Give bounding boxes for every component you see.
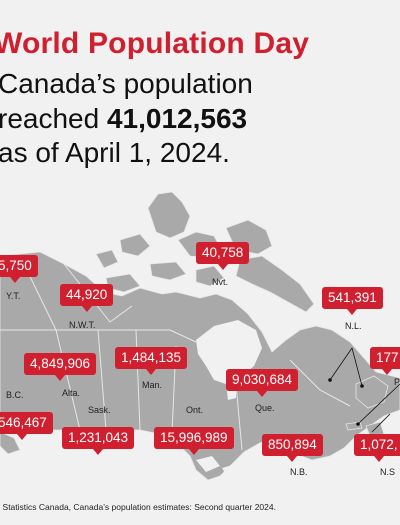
province-label-sask: Sask. — [88, 405, 111, 415]
province-label-bc: B.C. — [6, 390, 24, 400]
population-tag-alta: 4,849,906 — [24, 353, 97, 381]
province-label-nl: N.L. — [345, 321, 362, 331]
province-label-ont: Ont. — [186, 405, 204, 415]
population-tag-que: 9,030,684 — [226, 369, 299, 397]
subtitle-line-2: reached 41,012,563 — [0, 103, 247, 135]
province-label-yt: Y.T. — [6, 291, 21, 301]
population-tag-sask: 1,231,043 — [62, 427, 135, 455]
total-population: 41,012,563 — [106, 103, 248, 134]
population-tag-nb: 850,894 — [262, 434, 323, 462]
population-tag-yt: 5,750 — [0, 255, 38, 283]
subtitle-line-1: Canada’s population — [0, 68, 253, 99]
pointer-nl-2 — [351, 347, 363, 387]
province-label-alta: Alta. — [62, 388, 81, 398]
arctic-island — [149, 261, 187, 281]
pointer-ns — [371, 413, 391, 433]
province-label-que: Que. — [255, 403, 275, 413]
border-man-nvt — [169, 329, 197, 343]
pointer-dot — [356, 422, 360, 426]
baffin-island — [235, 255, 315, 313]
province-label-nwt: N.W.T. — [69, 320, 96, 330]
population-tag-man: 1,484,135 — [115, 347, 188, 375]
arctic-island — [195, 265, 225, 287]
great-lakes — [196, 456, 220, 472]
border-nwt-nvt — [63, 263, 133, 323]
pointer-dot — [328, 378, 332, 382]
province-label-nb: N.B. — [290, 467, 308, 477]
population-tag-nl: 541,391 — [322, 287, 383, 315]
source-note: rce: Statistics Canada, Canada’s populat… — [0, 502, 276, 512]
population-tag-ont: 15,996,989 — [154, 427, 234, 455]
subtitle-line-3: as of April 1, 2024. — [0, 137, 230, 168]
arctic-island — [119, 233, 151, 257]
border-que-nl — [289, 359, 351, 407]
canada-map — [0, 191, 400, 481]
population-tag-nwt: 44,920 — [60, 284, 114, 312]
subtitle-prefix: reached — [0, 103, 107, 134]
province-label-pei: P — [394, 377, 400, 387]
pointer-dot — [360, 384, 364, 388]
pointer-pei — [357, 383, 400, 425]
border-sask-man — [135, 329, 141, 431]
arctic-island — [147, 191, 191, 239]
great-lakes — [222, 464, 240, 478]
newfoundland — [355, 375, 389, 409]
arctic-island — [95, 249, 119, 269]
border-alta-sask — [97, 329, 107, 431]
vancouver-island — [0, 431, 21, 455]
province-label-man: Man. — [142, 380, 163, 390]
population-tag-bc: 546,467 — [0, 412, 53, 440]
border-ont-que — [235, 383, 243, 451]
population-tag-ns: 1,072, — [354, 434, 400, 462]
population-tag-nvt: 40,758 — [196, 242, 250, 270]
population-tag-pei: 177 — [370, 347, 400, 375]
border-bc-alta — [55, 329, 81, 431]
province-label-nvt: Nvt. — [212, 277, 229, 287]
hudson-bay — [196, 320, 262, 384]
pointer-nl-1 — [329, 347, 353, 381]
page-title: World Population Day — [0, 27, 310, 60]
province-label-ns: N.S — [380, 467, 396, 477]
